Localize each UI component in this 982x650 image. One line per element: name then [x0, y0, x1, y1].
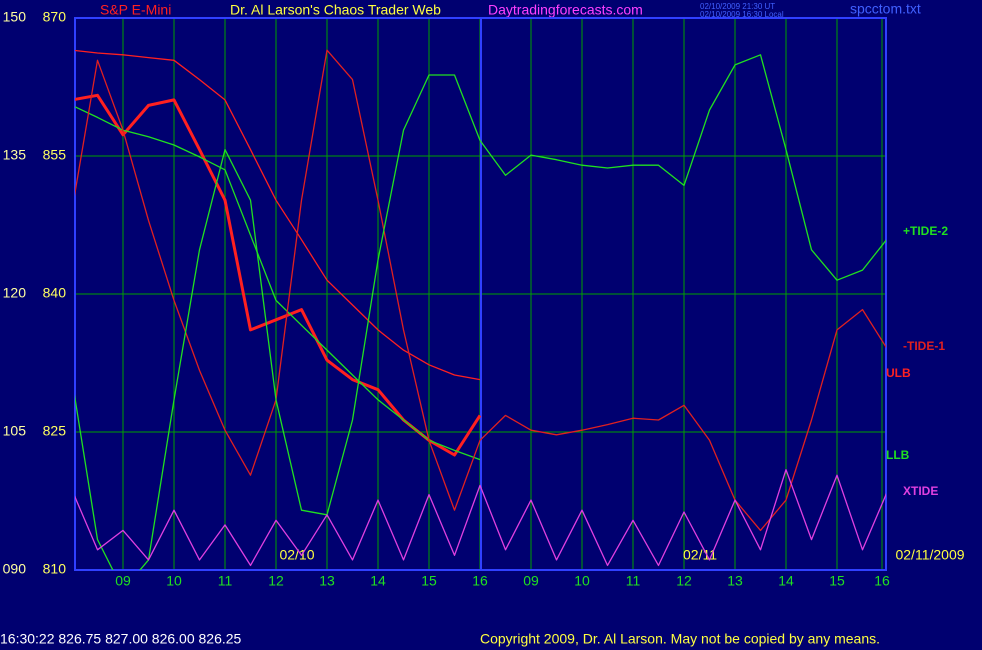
x-tick-label: 15: [829, 573, 845, 589]
x-tick-label: 09: [115, 573, 131, 589]
series-line: [75, 106, 481, 461]
x-tick-label: 11: [626, 573, 641, 589]
legend-label: LLB: [886, 448, 910, 462]
x-tick-label: 10: [166, 573, 182, 589]
y2-tick-label: 135: [3, 147, 27, 163]
series-line: [75, 49, 481, 381]
y-tick-label: 855: [43, 147, 67, 163]
x-tick-label: 12: [676, 573, 692, 589]
y-tick-label: 810: [43, 561, 67, 577]
y-tick-label: 840: [43, 285, 67, 301]
series-line: [75, 49, 886, 532]
timestamp: 02/10/2009 16:30 Local: [700, 10, 784, 19]
y-tick-label: 870: [43, 9, 67, 25]
y2-tick-label: 090: [3, 561, 27, 577]
legend-label: +TIDE-2: [903, 224, 948, 238]
copyright: Copyright 2009, Dr. Al Larson. May not b…: [480, 631, 880, 647]
date-label: 02/11/2009: [895, 547, 964, 563]
legend-label: XTIDE: [903, 484, 938, 498]
series-line: [75, 469, 886, 567]
file-name: spcctom.txt: [850, 1, 921, 17]
x-tick-label: 09: [523, 573, 539, 589]
x-tick-label: 13: [319, 573, 335, 589]
series-name: S&P E-Mini: [100, 2, 171, 18]
x-tick-label: 11: [218, 573, 233, 589]
date-label: 02/10: [279, 547, 314, 563]
y2-tick-label: 120: [3, 285, 27, 301]
x-tick-label: 14: [778, 573, 794, 589]
x-tick-label: 13: [727, 573, 743, 589]
timestamp: 02/10/2009 21:30 UT: [700, 2, 775, 11]
x-tick-label: 15: [421, 573, 437, 589]
plot-area: [75, 49, 886, 570]
y2-tick-label: 105: [3, 423, 27, 439]
legend-label: ULB: [886, 366, 911, 380]
y2-tick-label: 150: [3, 9, 27, 25]
x-tick-label: 16: [472, 573, 488, 589]
x-tick-label: 10: [574, 573, 590, 589]
y-tick-label: 825: [43, 423, 67, 439]
x-tick-label: 12: [268, 573, 284, 589]
x-tick-label: 16: [874, 573, 890, 589]
series-line: [75, 54, 886, 570]
source: Daytradingforecasts.com: [488, 2, 643, 18]
status: 16:30:22 826.75 827.00 826.00 826.25: [0, 631, 242, 647]
legend-label: -TIDE-1: [903, 339, 945, 353]
x-tick-label: 14: [370, 573, 386, 589]
chart-title: Dr. Al Larson's Chaos Trader Web: [230, 2, 441, 18]
